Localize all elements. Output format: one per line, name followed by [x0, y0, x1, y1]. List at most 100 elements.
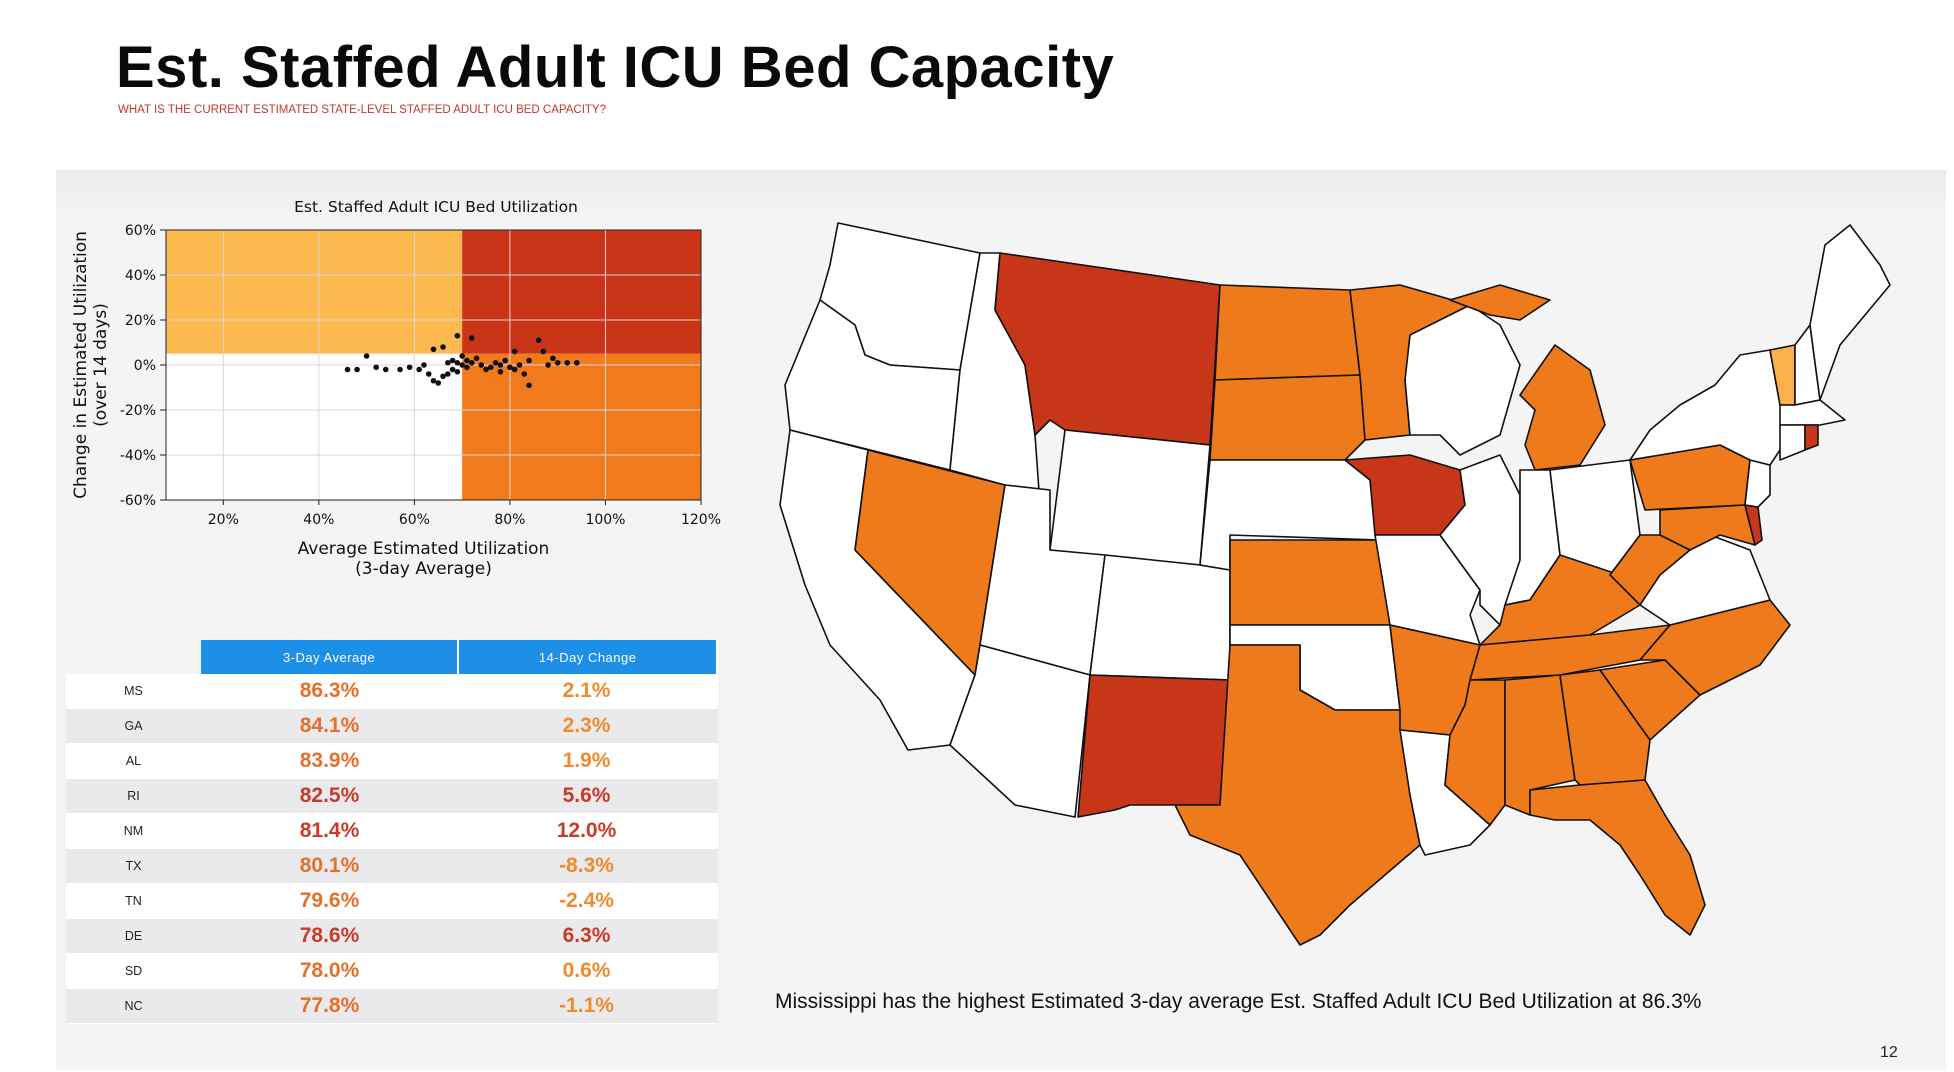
scatter-point	[344, 366, 351, 373]
scatter-point	[502, 357, 508, 364]
x-axis-label: Average Estimated Utilization (3-day Aver…	[298, 539, 550, 579]
scatter-point	[382, 366, 389, 373]
state-sd	[1209, 374, 1366, 461]
scatter-point	[488, 364, 494, 371]
scatter-point	[535, 337, 542, 344]
state-code-cell: TN	[125, 894, 142, 908]
avg-utilization-cell: 80.1%	[299, 854, 360, 877]
utilization-scatter-chart: Est. Staffed Adult ICU Bed Utilization 6…	[71, 198, 721, 579]
y-tick-label: 60%	[125, 223, 156, 239]
table-row: MS 86.3% 2.1%	[66, 674, 718, 709]
change-cell: 6.3%	[562, 924, 611, 947]
scatter-point	[554, 359, 561, 366]
scatter-point	[574, 359, 580, 366]
table-row: AL 83.9% 1.9%	[66, 744, 718, 779]
scatter-point	[397, 366, 403, 373]
scatter-point	[492, 359, 499, 366]
scatter-point	[454, 368, 461, 375]
state-tx	[1174, 644, 1421, 946]
table-row: GA 84.1% 2.3%	[66, 709, 718, 744]
state-il	[1439, 454, 1521, 626]
scatter-point	[478, 362, 485, 368]
state-ri	[1804, 424, 1819, 451]
change-cell: -8.3%	[559, 854, 614, 877]
quadrant-backgrounds	[166, 230, 701, 500]
scatter-point	[526, 357, 532, 364]
table-row: DE 78.6% 6.3%	[66, 919, 718, 954]
page-title: Est. Staffed Adult ICU Bed Capacity	[116, 35, 1115, 100]
scatter-point	[416, 366, 422, 373]
scatter-point	[425, 371, 432, 377]
scatter-point	[564, 359, 571, 366]
scatter-point	[516, 362, 523, 368]
x-tick-label: 120%	[681, 512, 721, 528]
state-code-cell: AL	[125, 754, 142, 768]
state-wi	[1404, 304, 1521, 456]
quadrant-3	[462, 353, 701, 500]
state-code-cell: MS	[124, 684, 143, 698]
avg-utilization-cell: 84.1%	[299, 714, 360, 737]
scatter-point	[497, 368, 504, 375]
scatter-point	[445, 371, 451, 377]
scatter-point	[421, 362, 427, 368]
avg-utilization-cell: 81.4%	[299, 819, 360, 842]
header-14day-change: 14-Day Change	[459, 640, 719, 674]
state-ct	[1779, 424, 1806, 461]
page-number: 12	[1880, 1044, 1898, 1061]
scatter-point	[363, 353, 370, 359]
x-tick-label: 20%	[208, 512, 239, 528]
y-tick-label: 40%	[125, 268, 156, 284]
table-header: 3-Day Average 14-Day Change	[66, 640, 719, 674]
scatter-point	[468, 335, 475, 341]
quadrant-2	[166, 353, 463, 500]
y-tick-label: 0%	[134, 358, 156, 374]
avg-utilization-cell: 78.0%	[299, 959, 360, 982]
y-tick-label: 20%	[125, 313, 156, 329]
table-row: TX 80.1% -8.3%	[66, 849, 718, 884]
scatter-point	[483, 366, 489, 373]
scatter-point	[464, 357, 470, 364]
state-code-cell: NM	[123, 824, 144, 838]
state-mi	[1519, 344, 1606, 471]
state-me	[1809, 224, 1891, 401]
scatter-point	[507, 364, 513, 371]
scatter-point	[468, 359, 475, 366]
chart-title: Est. Staffed Adult ICU Bed Utilization	[294, 198, 578, 216]
state-code-cell: DE	[124, 929, 143, 943]
scatter-point	[526, 382, 532, 389]
scatter-point	[406, 364, 413, 371]
avg-utilization-cell: 83.9%	[299, 749, 360, 772]
quadrant-0	[166, 230, 463, 354]
scatter-point	[497, 362, 504, 368]
state-code-cell: SD	[124, 964, 143, 978]
scatter-point	[459, 353, 465, 359]
scatter-point	[449, 357, 456, 364]
scatter-point	[473, 355, 480, 362]
change-cell: -2.4%	[559, 889, 614, 912]
scatter-point	[521, 371, 528, 377]
scatter-point	[464, 364, 470, 371]
state-ks	[1229, 539, 1391, 626]
y-tick-labels: 60% 40% 20% 0% -20% -40% -60%	[120, 223, 166, 509]
state-co	[1089, 554, 1231, 681]
change-cell: -1.1%	[559, 994, 614, 1017]
x-tick-labels: 20% 40% 60% 80% 100% 120%	[208, 500, 721, 528]
y-tick-label: -40%	[120, 448, 156, 464]
state-nm	[1077, 674, 1231, 818]
scatter-point	[449, 366, 456, 373]
avg-utilization-cell: 78.6%	[299, 924, 360, 947]
scatter-point	[545, 362, 551, 368]
change-cell: 2.3%	[562, 714, 611, 737]
x-tick-label: 100%	[585, 512, 625, 528]
state-fl	[1529, 779, 1706, 936]
scatter-point	[354, 366, 360, 373]
us-state-map	[779, 222, 1891, 946]
state-code-cell: RI	[127, 789, 140, 803]
change-cell: 5.6%	[562, 784, 611, 807]
x-tick-label: 40%	[303, 512, 334, 528]
table-body: MS 86.3% 2.1% GA 84.1% 2.3% AL 83.9% 1.9% RI 82.5%…	[66, 674, 718, 1024]
scatter-point	[440, 373, 446, 380]
scatter-point	[459, 362, 465, 368]
x-tick-label: 60%	[399, 512, 430, 528]
scatter-point	[445, 359, 451, 366]
